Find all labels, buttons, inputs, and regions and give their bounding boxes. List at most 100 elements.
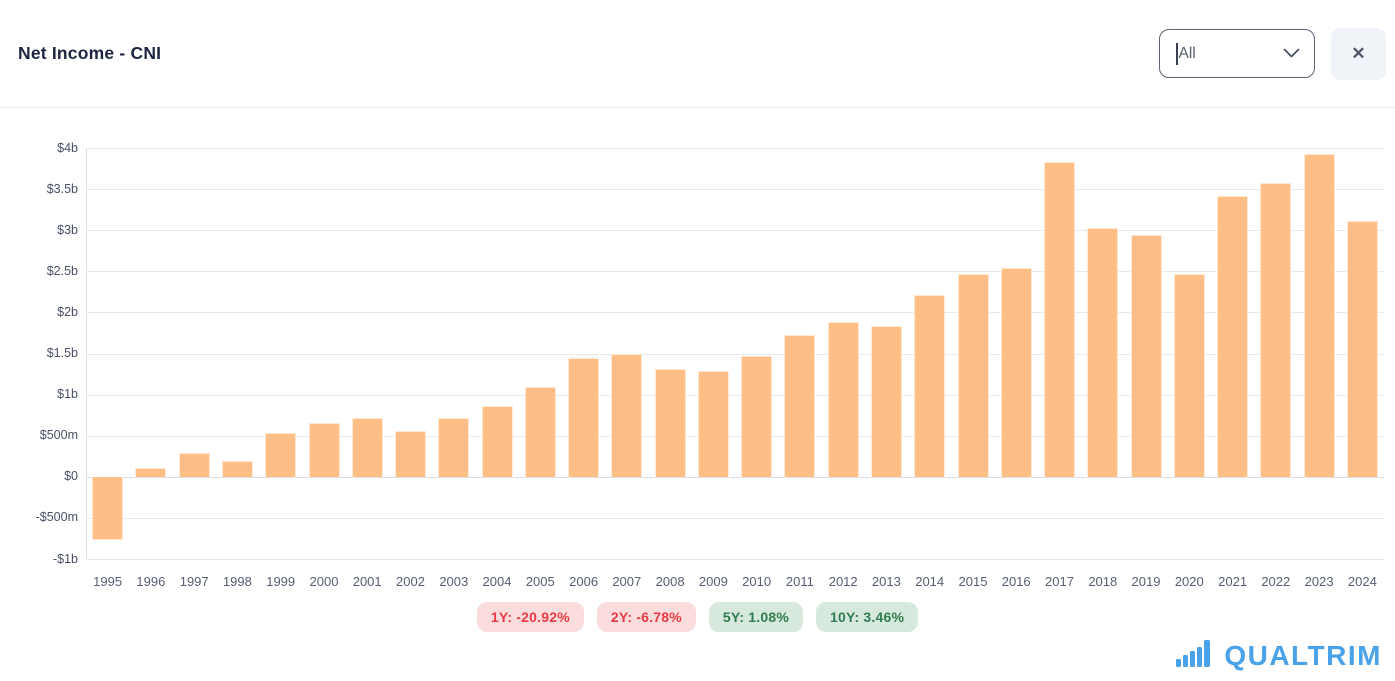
gridline-$500m — [86, 435, 1384, 437]
y-tick-label: $4b — [57, 140, 78, 155]
range-select-value: All — [1178, 44, 1196, 62]
x-tick-2019: 2019 — [1131, 574, 1161, 589]
y-tick-label: $2.5b — [46, 263, 78, 278]
x-tick-2008: 2008 — [655, 574, 685, 589]
x-tick-2024: 2024 — [1347, 574, 1377, 589]
close-icon: ✕ — [1351, 44, 1366, 63]
x-tick-1995: 1995 — [93, 574, 123, 589]
x-tick-1997: 1997 — [179, 574, 209, 589]
bar-2015[interactable] — [957, 273, 989, 477]
y-tick-label: $3.5b — [46, 181, 78, 196]
gridline-$2b — [86, 312, 1384, 314]
bar-2014[interactable] — [914, 295, 946, 477]
x-tick-2007: 2007 — [612, 574, 642, 589]
bar-1996[interactable] — [135, 467, 167, 477]
text-caret — [1176, 42, 1178, 65]
y-tick-label: $1.5b — [46, 346, 78, 360]
x-tick-2016: 2016 — [1001, 574, 1031, 589]
x-tick-1996: 1996 — [136, 574, 166, 589]
bar-2005[interactable] — [524, 387, 556, 477]
bar-2021[interactable] — [1217, 195, 1249, 477]
x-tick-2011: 2011 — [785, 574, 814, 589]
return-badge-10y: 10Y: 3.46% — [816, 602, 919, 632]
bar-2013[interactable] — [870, 326, 902, 477]
return-badge-5y: 5Y: 1.08% — [708, 602, 803, 632]
bar-2004[interactable] — [481, 406, 513, 477]
gridline-$0 — [86, 476, 1384, 478]
bar-2018[interactable] — [1087, 227, 1119, 477]
bar-2006[interactable] — [568, 357, 600, 477]
return-badge-1y: 1Y: -20.92% — [476, 602, 584, 632]
x-tick-2023: 2023 — [1304, 574, 1334, 589]
y-tick-label: $0 — [64, 469, 78, 484]
x-tick-2005: 2005 — [525, 574, 555, 589]
gridline-$2.5b — [86, 271, 1384, 273]
gridline-$3.5b — [86, 189, 1384, 191]
y-tick-label: $3b — [57, 222, 78, 237]
y-tick-label: $1b — [57, 387, 78, 402]
bar-1997[interactable] — [178, 453, 210, 477]
x-tick-2021: 2021 — [1218, 574, 1248, 589]
x-tick-2018: 2018 — [1088, 574, 1118, 589]
bar-2012[interactable] — [827, 322, 859, 477]
x-tick-2003: 2003 — [439, 574, 469, 589]
bar-2008[interactable] — [654, 369, 686, 477]
gridline-$1.5b — [86, 353, 1384, 355]
x-tick-2014: 2014 — [915, 574, 945, 589]
x-tick-2017: 2017 — [1045, 574, 1074, 589]
bar-2002[interactable] — [395, 430, 426, 477]
bar-2017[interactable] — [1044, 162, 1075, 477]
gridline-$3b — [86, 230, 1384, 232]
y-tick-label: $2b — [57, 304, 78, 319]
bar-2019[interactable] — [1130, 235, 1162, 477]
x-tick-2010: 2010 — [742, 574, 772, 589]
y-tick-label: -$500m — [35, 510, 78, 525]
y-tick-label: $500m — [39, 428, 78, 443]
bar-2003[interactable] — [438, 418, 470, 477]
x-tick-1998: 1998 — [222, 574, 252, 589]
range-select[interactable]: All — [1159, 29, 1315, 78]
chevron-down-icon — [1283, 48, 1300, 59]
bar-2024[interactable] — [1346, 221, 1378, 477]
x-tick-2002: 2002 — [396, 574, 425, 589]
x-tick-2012: 2012 — [828, 574, 858, 589]
x-tick-2013: 2013 — [871, 574, 901, 589]
bar-2007[interactable] — [611, 353, 643, 477]
x-tick-2004: 2004 — [482, 574, 512, 589]
bar-2023[interactable] — [1303, 153, 1335, 477]
panel-header: Net Income - CNI All ✕ — [0, 0, 1395, 108]
bar-2010[interactable] — [741, 356, 773, 477]
bar-1995[interactable] — [92, 476, 124, 541]
qualtrim-logo-text: QUALTRIM — [1224, 640, 1382, 671]
y-tick-label: -$1b — [52, 551, 78, 566]
qualtrim-logo-icon — [1176, 637, 1216, 667]
bar-1999[interactable] — [265, 433, 297, 477]
panel-title: Net Income - CNI — [18, 43, 162, 63]
bar-2000[interactable] — [308, 423, 340, 477]
header-controls: All ✕ — [1159, 27, 1386, 80]
x-tick-2000: 2000 — [309, 574, 339, 589]
cagr-badges: 1Y: -20.92% 2Y: -6.78% 5Y: 1.08% 10Y: 3.46% — [0, 602, 1395, 632]
x-tick-2001: 2001 — [352, 574, 382, 589]
x-tick-1999: 1999 — [266, 574, 296, 589]
bar-2016[interactable] — [1000, 268, 1032, 477]
bar-2001[interactable] — [351, 417, 383, 477]
bar-2020[interactable] — [1173, 273, 1205, 477]
gridline--$1b — [86, 559, 1384, 560]
bar-2022[interactable] — [1260, 182, 1292, 477]
bar-2011[interactable] — [784, 335, 816, 477]
gridline--$500m — [86, 517, 1384, 519]
gridline-$1b — [86, 394, 1384, 396]
gridline-$4b — [86, 148, 1384, 149]
bar-1998[interactable] — [221, 461, 253, 477]
close-button[interactable]: ✕ — [1331, 27, 1386, 80]
return-badge-2y: 2Y: -6.78% — [596, 602, 696, 632]
x-tick-2022: 2022 — [1261, 574, 1291, 589]
y-axis-line — [86, 148, 87, 559]
x-tick-2015: 2015 — [958, 574, 988, 589]
x-tick-2009: 2009 — [698, 574, 728, 589]
bar-2009[interactable] — [697, 370, 729, 477]
x-tick-2020: 2020 — [1174, 574, 1204, 589]
